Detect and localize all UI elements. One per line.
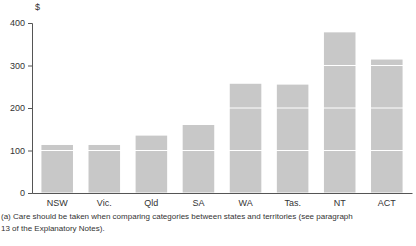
grid-line (32, 150, 412, 151)
bar (277, 85, 309, 193)
grid-line (32, 65, 412, 66)
x-tick: SA (192, 193, 204, 208)
bar (324, 32, 356, 193)
y-axis-title: $ (35, 2, 40, 12)
x-tick: Vic. (97, 193, 112, 208)
footnote: 13 of the Explanatory Notes). (1, 224, 105, 233)
bar (89, 145, 121, 193)
grid-line (32, 108, 412, 109)
x-tick-label: NT (334, 198, 346, 208)
x-tick: WA (238, 193, 252, 208)
y-tick-label: 300 (10, 61, 25, 71)
plot-area: 0 100 200 300 400 NSW Vic. Qld SA WA Tas. NT ACT (10, 18, 413, 208)
y-tick-mark (28, 108, 32, 109)
y-tick-mark (28, 151, 32, 152)
grid-line (32, 193, 412, 194)
y-tick-mark (28, 23, 32, 24)
y-tick: 400 (10, 18, 32, 28)
x-tick-label: Qld (144, 198, 158, 208)
y-tick-label: 0 (20, 188, 25, 198)
bar (371, 60, 403, 193)
y-axis-line (28, 24, 33, 194)
bar (41, 145, 73, 193)
y-tick: 200 (10, 103, 32, 113)
x-tick: ACT (378, 193, 397, 208)
y-tick: 300 (10, 61, 32, 71)
y-tick-mark (28, 193, 32, 194)
grid-line (32, 23, 412, 24)
x-tick: Qld (144, 193, 158, 208)
x-axis: NSW Vic. Qld SA WA Tas. NT ACT (33, 193, 413, 208)
footnote: (a) Care should be taken when comparing … (1, 212, 353, 221)
y-tick-label: 400 (10, 18, 25, 28)
bar (183, 125, 215, 193)
x-tick: Tas. (284, 193, 301, 208)
y-axis: 0 100 200 300 400 (10, 18, 33, 198)
y-tick-label: 100 (10, 146, 25, 156)
x-tick: NSW (47, 193, 69, 208)
chart: 0 100 200 300 400 NSW Vic. Qld SA WA Tas. NT ACT $ (a)… (0, 0, 416, 246)
x-tick: NT (334, 193, 346, 208)
marks (32, 23, 412, 193)
x-tick-label: Vic. (97, 198, 112, 208)
y-tick-mark (28, 66, 32, 67)
x-tick-label: SA (192, 198, 204, 208)
x-tick-label: ACT (378, 198, 397, 208)
x-tick-label: NSW (47, 198, 69, 208)
y-tick-label: 200 (10, 103, 25, 113)
bar (230, 84, 262, 193)
x-axis-line (33, 193, 413, 194)
y-tick: 0 (20, 188, 32, 198)
x-tick-label: WA (238, 198, 252, 208)
y-tick: 100 (10, 146, 32, 156)
bar (136, 136, 168, 193)
x-tick-label: Tas. (284, 198, 301, 208)
